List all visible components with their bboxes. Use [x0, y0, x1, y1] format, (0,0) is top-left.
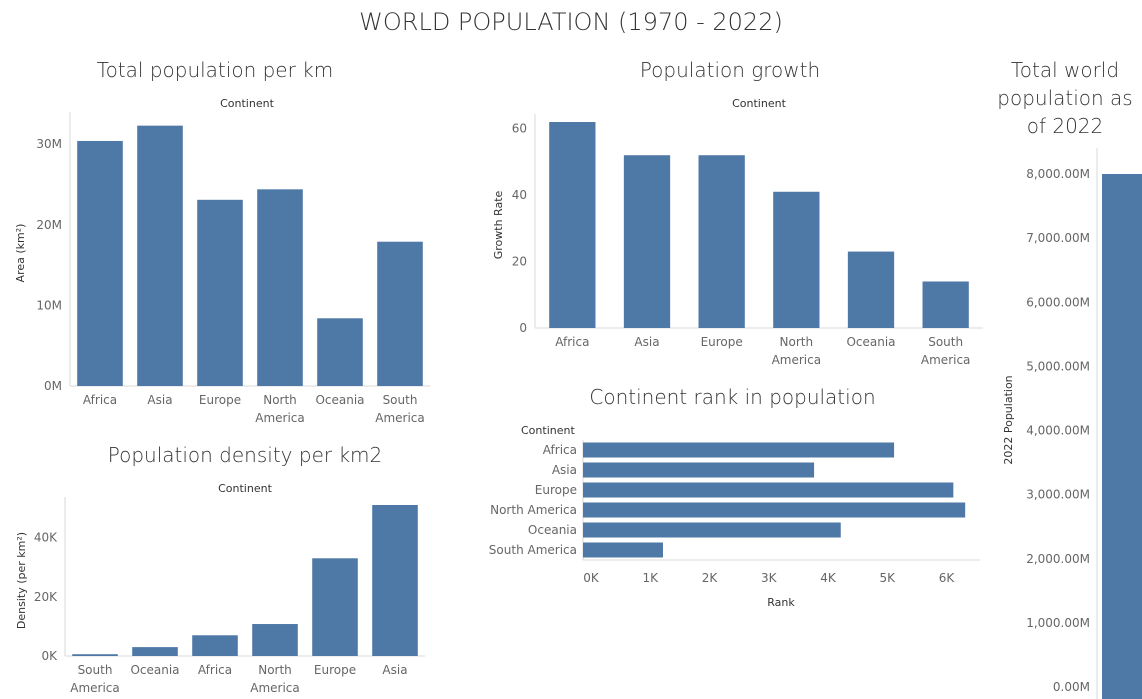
y-axis-label: Density (per km²)	[15, 532, 28, 629]
y-axis-label: Growth Rate	[492, 191, 505, 260]
chart-density: Continent Density (per km²) 0K 20K 40K South A…	[15, 482, 425, 695]
category-label: Asia	[147, 393, 172, 407]
x-tick-label: 4K	[820, 571, 837, 585]
bar-total-population	[1102, 174, 1142, 699]
category-label: South America	[375, 393, 425, 425]
y-tick-label: 40K	[34, 531, 58, 545]
chart-title-density: Population density per km2	[107, 443, 383, 467]
category-label: Oceania	[846, 335, 895, 349]
y-tick-label: 20	[512, 255, 527, 269]
dashboard-title: WORLD POPULATION (1970 - 2022)	[359, 8, 783, 36]
chart-title-total: Total world population as of 2022	[997, 58, 1133, 138]
bar-africa	[583, 442, 895, 458]
category-label: South America	[70, 663, 120, 695]
y-tick-label: 10M	[36, 298, 62, 312]
category-label: Asia	[634, 335, 659, 349]
bar-north-america	[773, 191, 820, 328]
category-label: Oceania	[528, 523, 577, 537]
category-label: Africa	[555, 335, 589, 349]
bar-asia	[623, 155, 671, 328]
y-tick-label: 0K	[41, 649, 58, 663]
category-label: Europe	[701, 335, 743, 349]
y-tick-label: 6,000.00M	[1026, 295, 1090, 309]
bar-oceania	[132, 647, 178, 656]
column-header: Continent	[732, 97, 786, 110]
chart-title-rank: Continent rank in population	[589, 385, 876, 409]
y-tick-label: 7,000.00M	[1026, 231, 1090, 245]
category-label: Asia	[552, 463, 577, 477]
x-tick-label: 1K	[642, 571, 659, 585]
chart-rank: Continent Africa Asia Europe North America Oc…	[489, 424, 980, 609]
category-label: Africa	[83, 393, 117, 407]
column-header: Continent	[220, 97, 274, 110]
bar-north-america	[257, 189, 303, 386]
y-tick-label: 20K	[34, 590, 58, 604]
bar-south-america	[72, 654, 118, 656]
category-label: North America	[490, 503, 577, 517]
x-tick-label: 0K	[583, 571, 600, 585]
chart-total: 0.00M 1,000.00M 2,000.00M 3,000.00M 4,000.00…	[1002, 148, 1142, 699]
bar-south-america	[583, 542, 663, 558]
column-header: Continent	[521, 424, 575, 437]
chart-area: Continent Area (km²) 0M 10M 20M 30M Africa Asia…	[14, 97, 430, 425]
y-tick-label: 0M	[44, 379, 62, 393]
chart-growth: Continent Growth Rate 0 20 40 60 Africa Asia Eur…	[492, 97, 983, 367]
bar-africa	[77, 140, 123, 386]
category-label: Africa	[198, 663, 232, 677]
bar-south-america	[377, 241, 423, 386]
bar-europe	[312, 558, 358, 656]
x-tick-label: 5K	[880, 571, 897, 585]
y-tick-label: 40	[512, 188, 527, 202]
category-label: Europe	[535, 483, 577, 497]
chart-title-growth: Population growth	[639, 58, 821, 82]
y-tick-label: 4,000.00M	[1026, 424, 1090, 438]
y-tick-label: 2,000.00M	[1026, 552, 1090, 566]
category-label: Europe	[199, 393, 241, 407]
x-tick-label: 3K	[761, 571, 778, 585]
category-label: North America	[772, 335, 822, 367]
category-label: Oceania	[315, 393, 364, 407]
y-axis-label: Area (km²)	[14, 224, 27, 283]
y-tick-label: 0	[519, 321, 527, 335]
chart-title-area: Total population per km	[96, 58, 334, 82]
column-header: Continent	[218, 482, 272, 495]
category-label: Europe	[314, 663, 356, 677]
y-tick-label: 0.00M	[1053, 680, 1090, 694]
y-tick-label: 1,000.00M	[1026, 616, 1090, 630]
category-label: South America	[921, 335, 971, 367]
category-label: Asia	[382, 663, 407, 677]
category-label: South America	[489, 543, 577, 557]
bar-africa	[192, 635, 238, 656]
bar-europe	[197, 199, 243, 386]
category-label: North America	[250, 663, 300, 695]
bar-europe	[583, 482, 954, 498]
bar-asia	[372, 505, 418, 656]
category-label: Oceania	[130, 663, 179, 677]
bar-africa	[549, 122, 596, 328]
bar-oceania	[847, 251, 895, 328]
category-label: Africa	[543, 443, 577, 457]
y-tick-label: 8,000.00M	[1026, 167, 1090, 181]
y-tick-label: 3,000.00M	[1026, 488, 1090, 502]
x-tick-label: 6K	[939, 571, 956, 585]
bar-europe	[698, 155, 745, 328]
y-tick-label: 5,000.00M	[1026, 359, 1090, 373]
y-tick-label: 30M	[36, 137, 62, 151]
bar-asia	[137, 125, 183, 386]
bar-north-america	[583, 502, 966, 518]
y-tick-label: 60	[512, 122, 527, 136]
y-tick-label: 20M	[36, 218, 62, 232]
bar-oceania	[317, 318, 363, 386]
bar-oceania	[583, 522, 841, 538]
bar-asia	[583, 462, 815, 478]
bar-north-america	[252, 624, 298, 656]
y-axis-label: 2022 Population	[1002, 375, 1015, 464]
x-axis-label: Rank	[767, 596, 795, 609]
bar-south-america	[922, 281, 969, 328]
x-tick-label: 2K	[702, 571, 719, 585]
category-label: North America	[255, 393, 305, 425]
